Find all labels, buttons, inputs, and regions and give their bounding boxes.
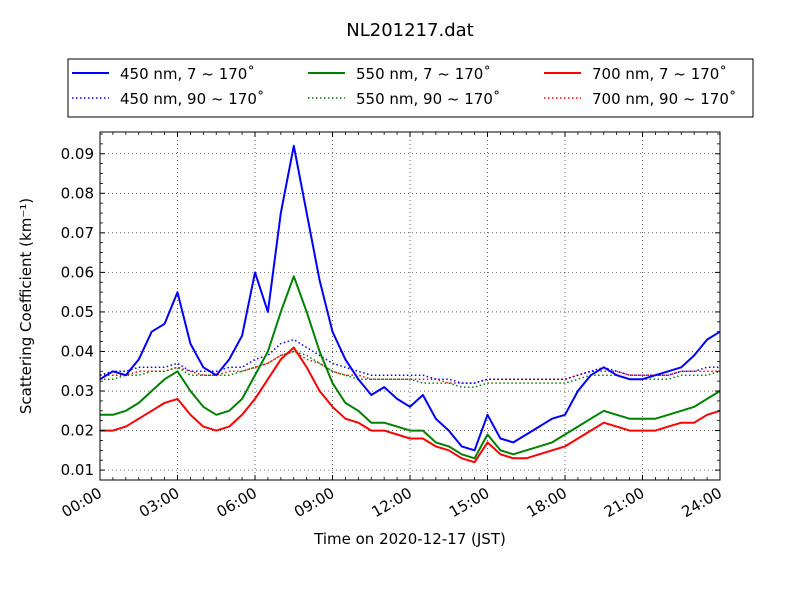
x-tick-label: 03:00 (136, 484, 182, 521)
series-line (100, 275, 721, 460)
x-tick-label: 00:00 (59, 484, 105, 521)
x-tick-label: 24:00 (679, 484, 725, 521)
grid (99, 132, 721, 480)
legend-label: 450 nm, 7 ~ 170˚ (120, 65, 255, 83)
x-tick-label: 18:00 (524, 484, 570, 521)
x-axis-label: Time on 2020-12-17 (JST) (313, 530, 506, 548)
y-tick-label: 0.05 (61, 303, 94, 321)
y-tick-label: 0.04 (61, 342, 94, 360)
legend-label: 700 nm, 90 ~ 170˚ (592, 90, 736, 108)
legend-label: 450 nm, 90 ~ 170˚ (120, 90, 264, 108)
y-tick-label: 0.01 (61, 461, 94, 479)
series-line (99, 144, 721, 452)
y-axis-label: Scattering Coefficient (km⁻¹) (17, 198, 35, 414)
legend-label: 550 nm, 7 ~ 170˚ (356, 65, 491, 83)
chart-title: NL201217.dat (346, 20, 473, 41)
x-tick-label: 21:00 (601, 484, 647, 521)
legend-label: 550 nm, 90 ~ 170˚ (356, 90, 500, 108)
y-tick-label: 0.09 (61, 145, 94, 163)
y-tick-label: 0.06 (61, 263, 94, 281)
x-tick-label: 15:00 (446, 484, 492, 521)
y-tick-label: 0.02 (61, 422, 94, 440)
x-tick-label: 09:00 (291, 484, 337, 521)
series-layer (99, 144, 721, 464)
y-tick-label: 0.07 (61, 224, 94, 242)
series-line (100, 350, 720, 384)
y-tick-label: 0.03 (61, 382, 94, 400)
legend-box (67, 58, 754, 118)
series-line (100, 346, 721, 464)
x-tick-label: 12:00 (369, 484, 415, 521)
series-line (100, 350, 721, 388)
legend-label: 700 nm, 7 ~ 170˚ (592, 65, 727, 83)
legend: 450 nm, 7 ~ 170˚ 450 nm, 90 ~ 170˚ 550 nm,… (72, 65, 736, 108)
x-tick-label: 06:00 (214, 484, 260, 521)
y-tick-label: 0.08 (61, 184, 94, 202)
